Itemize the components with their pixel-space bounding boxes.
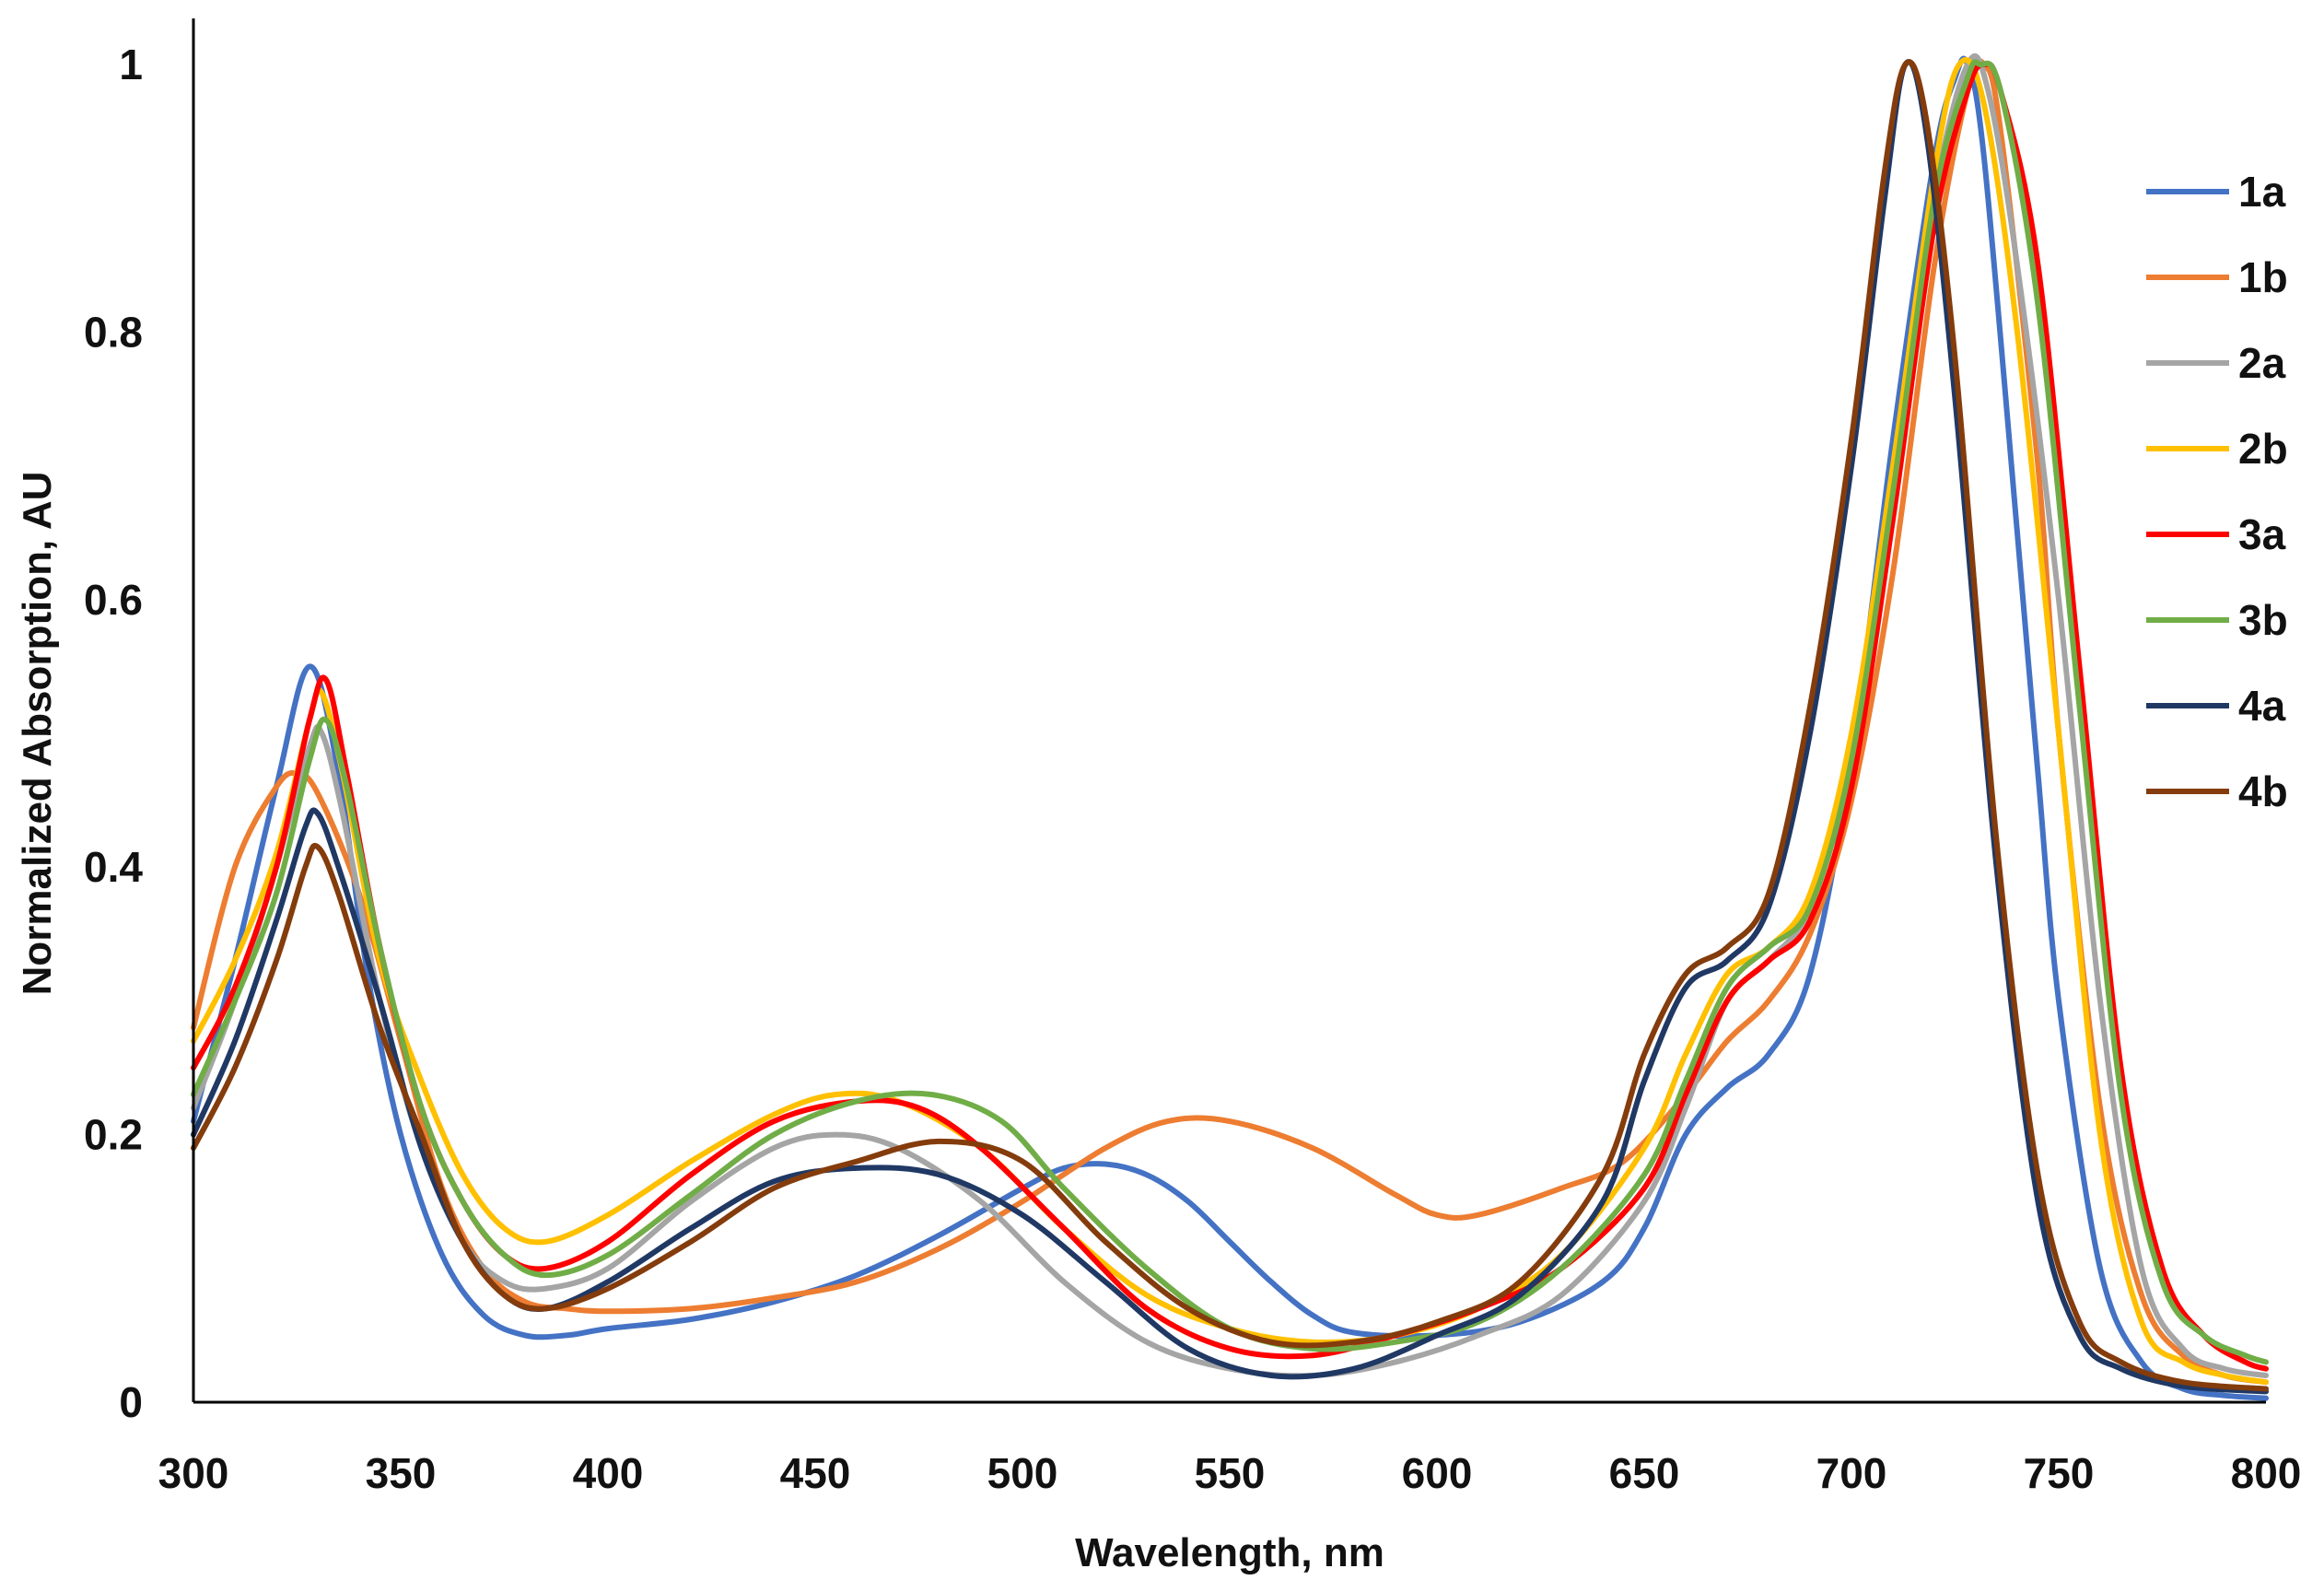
legend-label-2a: 2a (2238, 339, 2286, 387)
y-axis-ticks: 0 0.2 0.4 0.6 0.8 1 (84, 41, 143, 1426)
x-tick-label: 400 (573, 1449, 644, 1497)
x-axis-label: Wavelength, nm (1075, 1530, 1384, 1575)
x-tick-label: 350 (366, 1449, 437, 1497)
series-line-3a (191, 61, 2269, 1372)
y-tick-label: 0.8 (84, 308, 143, 356)
legend-label-4a: 4a (2238, 682, 2286, 730)
y-axis-label: Normalized Absorption, AU (15, 472, 60, 996)
series-line-2b (191, 57, 2269, 1386)
series-line-1a (191, 55, 2269, 1401)
y-tick-label: 1 (119, 41, 143, 88)
x-axis-ticks: 300 350 400 450 500 550 600 650 700 750 800 (158, 1449, 2302, 1497)
x-tick-label: 450 (780, 1449, 851, 1497)
legend-label-3b: 3b (2238, 596, 2288, 644)
axes (192, 18, 2266, 1404)
y-tick-label: 0.6 (84, 576, 143, 624)
x-tick-label: 750 (2024, 1449, 2095, 1497)
plot-area (191, 53, 2269, 1401)
y-tick-label: 0.4 (84, 843, 143, 891)
x-tick-label: 800 (2231, 1449, 2302, 1497)
legend-label-4b: 4b (2238, 767, 2288, 815)
legend: 1a 1b 2a 2b 3a 3b 4a 4b (2146, 168, 2288, 815)
x-tick-label: 600 (1402, 1449, 1473, 1497)
legend-label-2b: 2b (2238, 425, 2288, 473)
series-line-3b (191, 59, 2269, 1365)
x-tick-label: 500 (987, 1449, 1058, 1497)
y-tick-label: 0.2 (84, 1111, 143, 1159)
y-tick-label: 0 (119, 1378, 143, 1426)
x-tick-label: 650 (1609, 1449, 1680, 1497)
series-line-4a (191, 58, 2269, 1395)
series-line-2a (191, 53, 2269, 1379)
legend-label-3a: 3a (2238, 510, 2286, 558)
x-tick-label: 700 (1816, 1449, 1887, 1497)
legend-label-1a: 1a (2238, 168, 2286, 216)
legend-label-1b: 1b (2238, 253, 2288, 301)
series-line-4b (191, 59, 2269, 1392)
series-line-1b (191, 58, 2269, 1386)
x-tick-label: 550 (1195, 1449, 1266, 1497)
x-tick-label: 300 (158, 1449, 229, 1497)
